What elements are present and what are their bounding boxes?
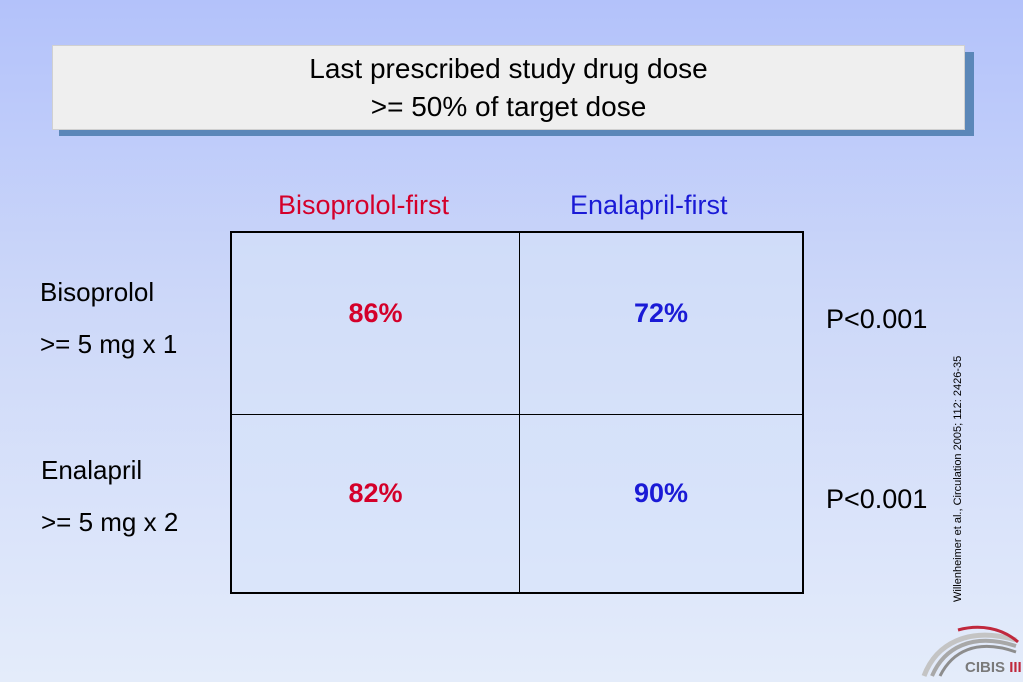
citation: Willenheimer et al., Circulation 2005; 1… xyxy=(952,355,964,602)
row-label-enalapril: Enalapril >= 5 mg x 2 xyxy=(41,444,178,548)
cell-value: 86% xyxy=(348,298,403,328)
logo-text: CIBIS III xyxy=(965,659,1022,676)
row-label-line-1: Enalapril xyxy=(41,455,143,485)
row-label-line-2: >= 5 mg x 2 xyxy=(41,507,179,537)
column-header-enalapril-first: Enalapril-first xyxy=(570,190,728,220)
cell-enalapril-row-bisoprolol-first: 82% xyxy=(232,415,520,592)
cell-value: 72% xyxy=(633,298,689,328)
row-label-bisoprolol: Bisoprolol >= 5 mg x 1 xyxy=(40,266,177,370)
logo-text-main: CIBIS xyxy=(965,659,1010,676)
results-table: 86% 72% 82% 90% xyxy=(230,231,804,594)
slide-title: Last prescribed study drug dose >= 50% o… xyxy=(52,45,965,130)
row-label-line-2: >= 5 mg x 1 xyxy=(40,329,178,359)
title-line-1: Last prescribed study drug dose xyxy=(309,52,708,84)
logo-text-accent: III xyxy=(1009,659,1022,676)
row-label-line-1: Bisoprolol xyxy=(40,277,155,307)
cell-value: 82% xyxy=(348,478,403,508)
p-value-row-2: P<0.001 xyxy=(826,484,928,514)
cell-value: 90% xyxy=(633,478,689,508)
title-line-2: >= 50% of target dose xyxy=(370,90,647,122)
column-header-bisoprolol-first: Bisoprolol-first xyxy=(278,190,450,220)
cell-bisoprolol-row-enalapril-first: 72% xyxy=(520,233,802,415)
cell-enalapril-row-enalapril-first: 90% xyxy=(520,415,802,592)
cibis-logo: CIBIS III xyxy=(918,620,1023,682)
cell-bisoprolol-row-bisoprolol-first: 86% xyxy=(232,233,520,415)
p-value-row-1: P<0.001 xyxy=(826,304,928,334)
cibis-arch-logo-icon xyxy=(921,625,1019,677)
